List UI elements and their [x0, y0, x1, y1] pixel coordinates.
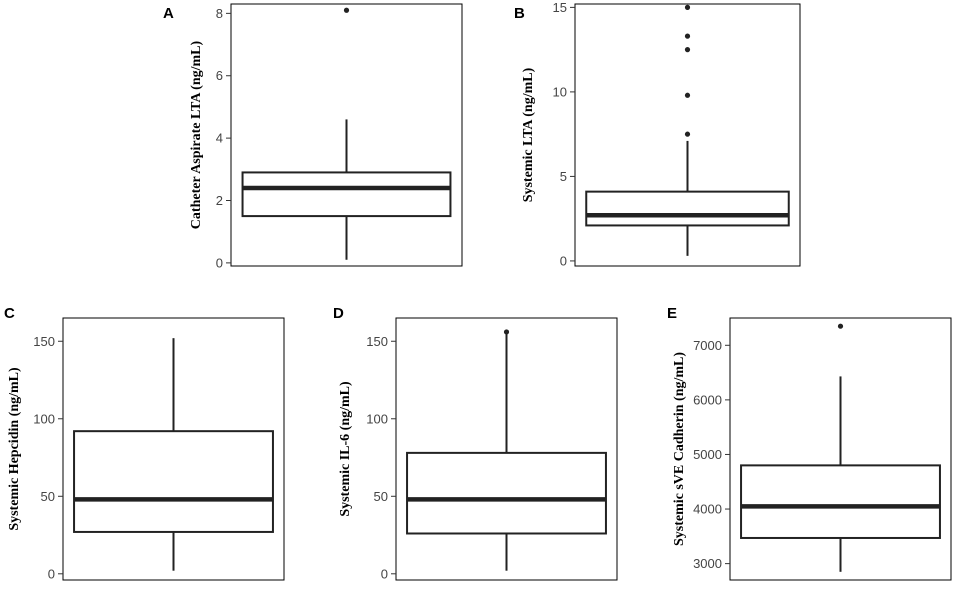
y-tick-label: 15 [553, 0, 567, 15]
y-tick-label: 0 [381, 566, 388, 581]
y-tick-label: 5 [560, 169, 567, 184]
panel-letter: A [163, 5, 174, 22]
y-tick-label: 0 [48, 566, 55, 581]
y-tick-label: 150 [366, 334, 388, 349]
panel-b: B Systemic LTA (ng/mL) 0 5 10 15 [514, 0, 801, 268]
y-tick-label: 6000 [693, 392, 722, 407]
outlier-point [684, 47, 691, 53]
y-tick-label: 50 [374, 489, 388, 504]
panel-frame [395, 317, 618, 581]
y-axis-label: Systemic Hepcidin (ng/mL) [7, 367, 22, 531]
panel-e: E Systemic sVE Cadherin (ng/mL) 3000 4000 50… [667, 305, 952, 581]
y-tick-label: 4 [216, 131, 223, 146]
outlier-point [343, 7, 350, 13]
iqr-box [406, 451, 607, 535]
y-tick-label: 150 [33, 334, 55, 349]
panel-letter: E [667, 305, 677, 322]
y-tick-label: 0 [560, 253, 567, 268]
y-tick-label: 5000 [693, 447, 722, 462]
iqr-box [585, 190, 790, 227]
panel-letter: B [514, 5, 525, 22]
outlier-point [837, 323, 844, 329]
y-tick-label: 2 [216, 193, 223, 208]
y-tick-label: 100 [366, 411, 388, 426]
iqr-box [73, 430, 274, 533]
iqr-box [241, 171, 452, 218]
outlier-point [684, 33, 691, 39]
y-tick-label: 7000 [693, 338, 722, 353]
y-tick-label: 8 [216, 6, 223, 21]
panel-frame [729, 317, 952, 581]
y-tick-label: 3000 [693, 556, 722, 571]
iqr-box [740, 464, 941, 539]
panel-letter: D [333, 305, 344, 322]
y-tick-label: 6 [216, 68, 223, 83]
y-axis-label: Systemic sVE Cadherin (ng/mL) [672, 352, 687, 546]
outlier-point [684, 92, 691, 98]
y-axis-label: Systemic LTA (ng/mL) [521, 67, 536, 202]
outlier-point [684, 4, 691, 10]
y-axis-label: Catheter Aspirate LTA (ng/mL) [189, 40, 204, 229]
y-axis-label: Systemic IL-6 (ng/mL) [338, 381, 353, 517]
y-tick-label: 50 [41, 489, 55, 504]
panel-frame [230, 3, 463, 267]
panel-frame [574, 3, 801, 267]
y-tick-label: 10 [553, 84, 567, 99]
y-tick-label: 100 [33, 411, 55, 426]
panel-frame [62, 317, 285, 581]
panel-c: C Systemic Hepcidin (ng/mL) 0 50 100 150 [4, 305, 285, 581]
outlier-point [684, 131, 691, 137]
panel-d: D Systemic IL-6 (ng/mL) 0 50 100 150 [333, 305, 618, 581]
panel-letter: C [4, 305, 15, 322]
y-tick-label: 0 [216, 255, 223, 270]
panel-a: A Catheter Aspirate LTA (ng/mL) 0 2 4 6 8 [163, 3, 463, 270]
y-tick-label: 4000 [693, 502, 722, 517]
outlier-point [503, 329, 510, 335]
